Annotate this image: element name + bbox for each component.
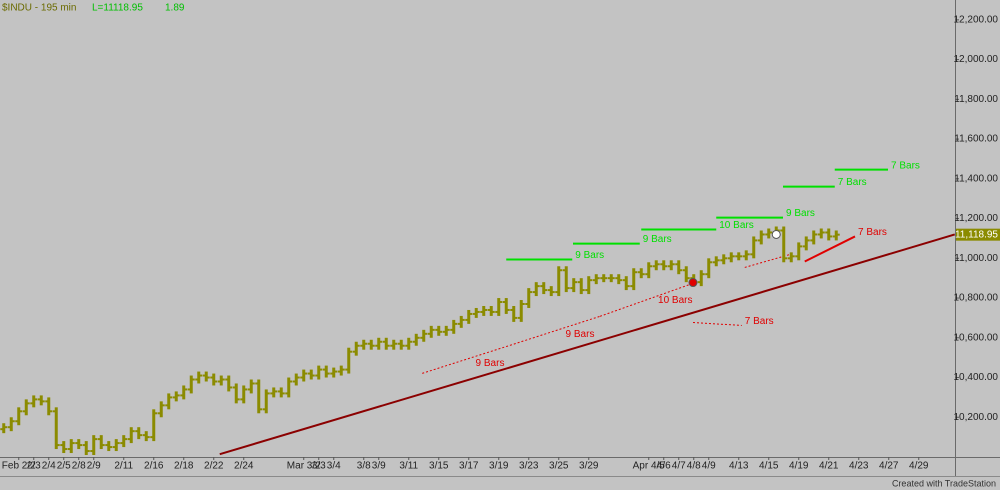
- annotation-line: [804, 235, 856, 263]
- x-tick-label: 2/24: [234, 461, 254, 472]
- x-tick-label: 4/9: [702, 461, 716, 472]
- x-tick-label: Apr 4/5: [633, 461, 666, 472]
- last-price-tag: [956, 228, 1000, 241]
- x-tick-label: 4/27: [879, 461, 899, 472]
- x-tick-label: 3/29: [579, 461, 599, 472]
- x-tick-label: 3/25: [549, 461, 569, 472]
- annotation-label: 10 Bars: [658, 295, 692, 306]
- x-tick-label: 2/8: [72, 461, 86, 472]
- x-tick-label: 3/23: [519, 461, 539, 472]
- y-tick-label: 12,000.00: [954, 54, 999, 65]
- y-tick-label: 11,000.00: [954, 253, 998, 264]
- annotation-label: 10 Bars: [719, 220, 753, 231]
- y-tick-label: 11,400.00: [954, 173, 998, 184]
- x-tick-label: 2/18: [174, 461, 194, 472]
- x-tick-label: 4/29: [909, 461, 929, 472]
- signal-marker: [771, 229, 781, 239]
- x-tick-label: 3/15: [429, 461, 449, 472]
- annotation-label: 9 Bars: [786, 208, 815, 219]
- x-tick-label: 4/6: [657, 461, 671, 472]
- x-tick-label: 4/7: [672, 461, 686, 472]
- x-tick-label: 3/9: [372, 461, 386, 472]
- x-tick-label: 4/21: [819, 461, 839, 472]
- annotation-label: 9 Bars: [575, 250, 604, 261]
- x-tick-label: Mar 3/2: [287, 461, 321, 472]
- y-tick-label: 12,200.00: [954, 15, 999, 26]
- chart-title: $INDU - 195 min: [2, 3, 76, 14]
- annotation-line: [599, 282, 696, 317]
- annotation-label: 9 Bars: [566, 329, 595, 340]
- x-tick-label: 4/13: [729, 461, 749, 472]
- x-tick-label: 4/15: [759, 461, 779, 472]
- y-tick-label: 11,800.00: [954, 94, 998, 105]
- annotation-line: [692, 321, 742, 326]
- x-tick-label: 3/11: [399, 461, 418, 472]
- change-label: 1.89: [165, 3, 185, 14]
- annotation-line: [422, 344, 511, 374]
- annotation-label: 7 Bars: [838, 177, 867, 188]
- x-tick-label: 2/11: [114, 461, 133, 472]
- last-price-label: 11,118.95: [955, 229, 998, 240]
- annotation-label: 7 Bars: [745, 316, 774, 327]
- footer: Created with TradeStation: [892, 478, 996, 488]
- signal-marker: [688, 278, 698, 288]
- x-tick-label: 2/22: [204, 461, 224, 472]
- y-tick-label: 10,800.00: [954, 293, 999, 304]
- x-tick-label: 4/19: [789, 461, 809, 472]
- y-tick-label: 10,600.00: [954, 332, 999, 343]
- annotation-label: 7 Bars: [891, 160, 920, 171]
- x-tick-label: 2/4: [42, 461, 56, 472]
- x-tick-label: 2/5: [57, 461, 71, 472]
- x-tick-label: 4/8: [687, 461, 701, 472]
- annotation-label: 9 Bars: [643, 234, 672, 245]
- last-label: L=11118.95: [92, 3, 143, 14]
- x-tick-label: 3/4: [327, 461, 341, 472]
- x-tick-label: 2/9: [87, 461, 101, 472]
- y-tick-label: 11,600.00: [954, 134, 998, 145]
- x-tick-label: 3/19: [489, 461, 509, 472]
- annotation-label: 7 Bars: [858, 227, 887, 238]
- annotation-label: 9 Bars: [476, 358, 505, 369]
- y-tick-label: 10,200.00: [954, 412, 999, 423]
- y-tick-label: 10,400.00: [954, 372, 999, 383]
- x-tick-label: 3/17: [459, 461, 479, 472]
- x-tick-label: 4/23: [849, 461, 869, 472]
- x-tick-label: Feb 2/2: [2, 461, 36, 472]
- x-tick-label: 2/16: [144, 461, 164, 472]
- x-tick-label: 3/8: [357, 461, 371, 472]
- annotation-line: [219, 233, 956, 456]
- x-tick-label: 2/3: [27, 461, 41, 472]
- x-tick-label: 3/3: [312, 461, 326, 472]
- y-tick-label: 11,200.00: [954, 213, 998, 224]
